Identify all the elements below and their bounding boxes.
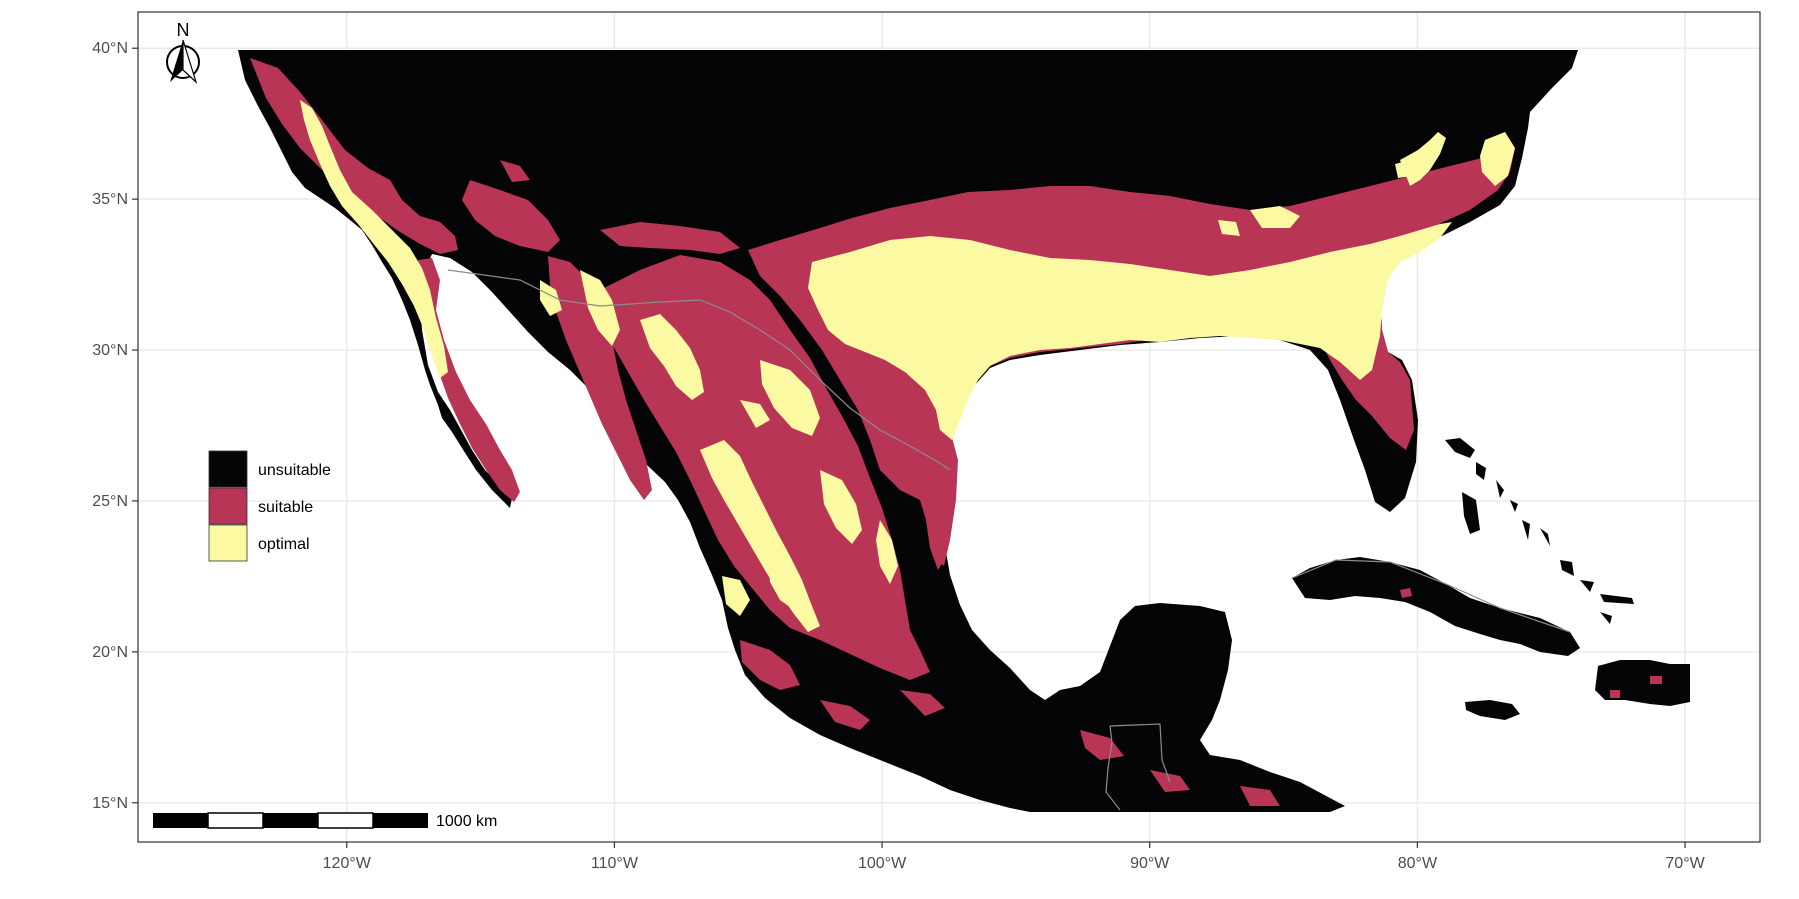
y-tick-label: 15°N <box>92 795 128 812</box>
legend-label-suitable: suitable <box>258 499 313 516</box>
legend-key-suitable <box>208 487 248 525</box>
x-tick-label: 70°W <box>1665 855 1705 872</box>
optimal-carolinas <box>1480 132 1515 186</box>
y-tick-label: 20°N <box>92 644 128 661</box>
jamaica <box>1465 700 1520 720</box>
country-borders <box>447 269 1571 811</box>
legend: unsuitable suitable optimal <box>208 450 331 562</box>
optimal-west-mexico <box>722 560 800 616</box>
y-tick-label: 25°N <box>92 493 128 510</box>
north-arrow: N <box>166 20 200 84</box>
north-arrow-label: N <box>177 20 190 40</box>
x-tick-label: 90°W <box>1130 855 1170 872</box>
suitable-southern-patches <box>740 640 1280 806</box>
optimal-northern-patches <box>1218 132 1446 236</box>
scale-seg-1 <box>153 813 208 828</box>
legend-key-optimal <box>208 524 248 562</box>
cuba-outline <box>1291 559 1571 633</box>
panel-border <box>137 11 1761 843</box>
suitable-baja <box>418 258 520 502</box>
scale-bar-label: 1000 km <box>436 813 497 830</box>
scale-seg-4 <box>317 812 374 829</box>
scale-seg-5 <box>373 813 428 828</box>
x-tick-label: 120°W <box>323 855 372 872</box>
optimal-region <box>300 100 1515 632</box>
hispaniola <box>1595 660 1690 706</box>
scale-seg-2 <box>207 812 264 829</box>
scale-seg-3 <box>263 813 318 828</box>
x-tick-label: 110°W <box>591 855 639 872</box>
y-tick-label: 40°N <box>92 40 128 57</box>
legend-label-unsuitable: unsuitable <box>258 462 331 479</box>
suitable-sierra-madre <box>548 256 652 500</box>
central-america <box>1045 700 1325 812</box>
legend-label-optimal: optimal <box>258 536 310 553</box>
axes: 120°W 110°W 100°W 90°W 80°W 70°W 40°N 35°N 30°N 2… <box>92 40 1705 872</box>
x-tick-label: 100°W <box>858 855 907 872</box>
guatemala-border <box>1105 723 1171 811</box>
cuba <box>1292 557 1580 656</box>
x-tick-label: 80°W <box>1398 855 1438 872</box>
legend-key-unsuitable <box>208 450 248 488</box>
us-mexico-border <box>447 269 951 471</box>
scale-bar: 1000 km <box>153 812 497 830</box>
y-tick-label: 30°N <box>92 342 128 359</box>
optimal-california <box>300 100 448 378</box>
optimal-sonora <box>540 270 620 346</box>
optimal-gulf-plain <box>808 222 1452 440</box>
y-tick-label: 35°N <box>92 191 128 208</box>
suitable-southwest <box>462 160 740 254</box>
